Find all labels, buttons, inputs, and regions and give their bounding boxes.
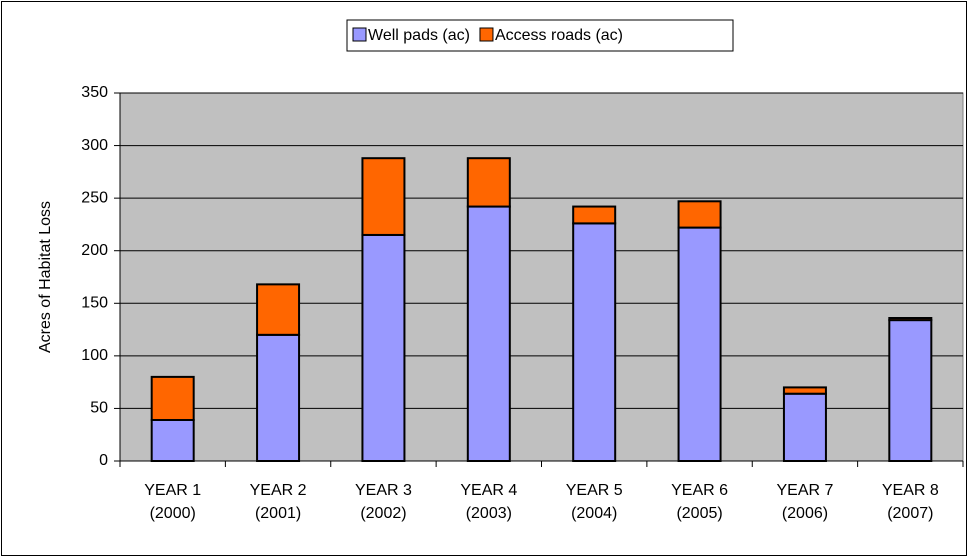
y-tick-label: 350 <box>81 84 108 101</box>
bar-segment <box>361 157 406 236</box>
x-tick-label: YEAR 7 <box>776 482 833 499</box>
y-tick-label: 0 <box>99 452 108 469</box>
x-tick-label: YEAR 6 <box>671 482 728 499</box>
x-tick-label: (2001) <box>255 505 301 522</box>
x-tick-label: (2007) <box>887 505 933 522</box>
bar-segment <box>888 319 933 463</box>
x-tick-label: YEAR 4 <box>460 482 517 499</box>
bar-segment <box>150 418 195 463</box>
y-tick-label: 250 <box>81 189 108 206</box>
bar-segment <box>466 205 511 462</box>
bar-segment <box>782 392 827 462</box>
plot-area <box>119 92 964 462</box>
bar-segment <box>256 283 301 336</box>
y-tick-label: 150 <box>81 295 108 312</box>
legend-box <box>346 19 734 52</box>
bar-segment <box>677 200 722 229</box>
x-tick-label: YEAR 2 <box>250 482 307 499</box>
x-tick-label: (2003) <box>466 505 512 522</box>
y-axis-title: Acres of Habitat Loss <box>37 201 54 353</box>
bar-segment <box>572 205 617 225</box>
x-tick-label: (2006) <box>782 505 828 522</box>
x-tick-label: (2002) <box>360 505 406 522</box>
legend-label: Well pads (ac) <box>368 27 470 44</box>
legend-swatch <box>479 27 494 42</box>
x-tick-label: (2005) <box>676 505 722 522</box>
x-tick-label: YEAR 1 <box>144 482 201 499</box>
y-tick-label: 50 <box>90 400 108 417</box>
bar-segment <box>361 233 406 462</box>
bar-segment <box>572 222 617 462</box>
x-tick-label: YEAR 8 <box>882 482 939 499</box>
legend-swatch <box>352 27 367 42</box>
bar-segment <box>677 226 722 462</box>
bar-segment <box>256 333 301 463</box>
x-tick-label: YEAR 5 <box>566 482 623 499</box>
y-tick-label: 200 <box>81 242 108 259</box>
bar-segment <box>466 157 511 208</box>
bar-segment <box>782 386 827 395</box>
x-tick-label: YEAR 3 <box>355 482 412 499</box>
legend-label: Access roads (ac) <box>495 27 623 44</box>
x-tick-label: (2004) <box>571 505 617 522</box>
x-tick-label: (2000) <box>150 505 196 522</box>
legend: Well pads (ac) Access roads (ac) <box>346 19 734 52</box>
y-tick-label: 300 <box>81 137 108 154</box>
y-tick-label: 100 <box>81 347 108 364</box>
bar-segment <box>150 375 195 421</box>
bar-segment <box>888 317 933 322</box>
